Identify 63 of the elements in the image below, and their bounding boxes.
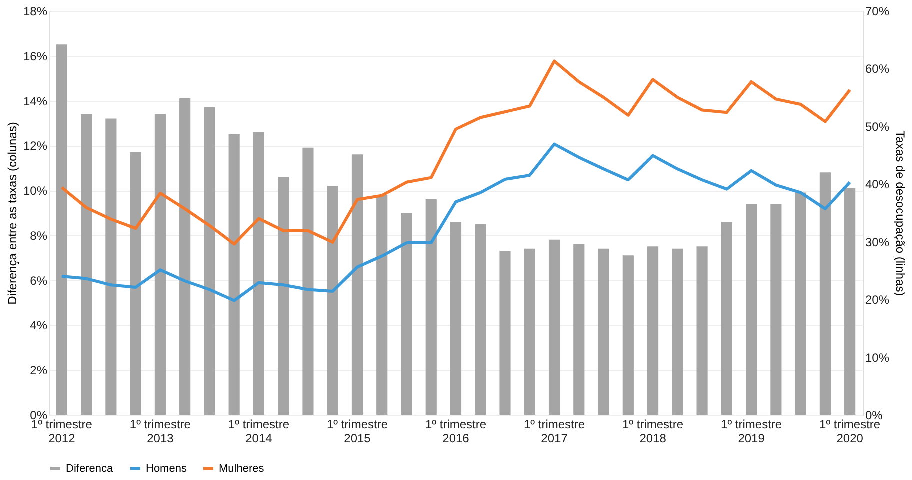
y-axis-title: Diferença entre as taxas (colunas) bbox=[5, 122, 20, 305]
x-tick-label: 1º trimestre 2014 bbox=[228, 418, 290, 446]
bar bbox=[81, 114, 92, 415]
bar bbox=[844, 188, 856, 415]
bar bbox=[130, 152, 142, 415]
y2-tick-label: 20% bbox=[866, 293, 890, 308]
x-tick-label: 1º trimestre 2018 bbox=[622, 418, 684, 446]
bar bbox=[672, 248, 684, 415]
legend-label: Mulheres bbox=[219, 462, 265, 475]
y-tick-label: 8% bbox=[30, 228, 48, 243]
y2-tick-label: 50% bbox=[866, 120, 890, 134]
y2-tick-label: 30% bbox=[866, 235, 890, 250]
bar bbox=[253, 132, 265, 415]
y-tick-label: 16% bbox=[23, 49, 48, 64]
bar bbox=[475, 224, 486, 415]
bar bbox=[820, 172, 831, 415]
y2-axis-title: Taxas de desocupação (linhas) bbox=[894, 130, 908, 296]
legend-label: Diferenca bbox=[66, 462, 114, 475]
y2-tick-label: 40% bbox=[866, 178, 890, 192]
bar bbox=[598, 248, 610, 415]
bar bbox=[795, 192, 806, 415]
x-tick-label: 1º trimestre 2016 bbox=[425, 418, 487, 446]
y-tick-label: 4% bbox=[30, 318, 48, 333]
y2-tick-label: 10% bbox=[866, 350, 890, 365]
bar bbox=[574, 244, 585, 415]
bar bbox=[548, 240, 560, 415]
bar bbox=[302, 148, 314, 415]
y-tick-label: 12% bbox=[23, 139, 48, 154]
bar bbox=[278, 177, 290, 415]
x-tick-label: 1º trimestre 2017 bbox=[524, 418, 586, 446]
y-tick-label: 2% bbox=[30, 364, 48, 378]
bar bbox=[426, 200, 437, 415]
x-tick-label: 1º trimestre 2013 bbox=[130, 418, 192, 446]
bar bbox=[696, 246, 708, 415]
bar bbox=[154, 114, 166, 415]
legend-label: Homens bbox=[146, 462, 188, 475]
y-tick-label: 6% bbox=[30, 274, 48, 288]
y2-tick-label: 70% bbox=[866, 4, 890, 18]
x-tick-label: 1º trimestre 2015 bbox=[326, 418, 388, 446]
bar bbox=[450, 222, 462, 415]
bar bbox=[204, 108, 216, 415]
bar bbox=[647, 246, 659, 415]
y-tick-label: 14% bbox=[23, 94, 48, 108]
x-tick-label: 1º trimestre 2019 bbox=[721, 418, 782, 446]
bar bbox=[622, 256, 634, 415]
bar bbox=[56, 44, 68, 415]
bar bbox=[721, 222, 732, 415]
y2-tick-label: 60% bbox=[866, 62, 890, 76]
bar bbox=[228, 134, 240, 415]
bar bbox=[524, 248, 536, 415]
bar bbox=[401, 213, 412, 415]
bar bbox=[770, 204, 782, 415]
bar bbox=[106, 118, 117, 415]
line-series bbox=[60, 142, 852, 302]
y-tick-label: 10% bbox=[23, 184, 48, 198]
bar bbox=[352, 154, 364, 415]
y-tick-label: 18% bbox=[23, 4, 48, 18]
bar bbox=[327, 186, 338, 415]
bar bbox=[746, 204, 758, 415]
bar bbox=[180, 98, 191, 415]
bar bbox=[500, 251, 511, 415]
bar bbox=[376, 195, 388, 415]
line-series bbox=[60, 60, 852, 246]
